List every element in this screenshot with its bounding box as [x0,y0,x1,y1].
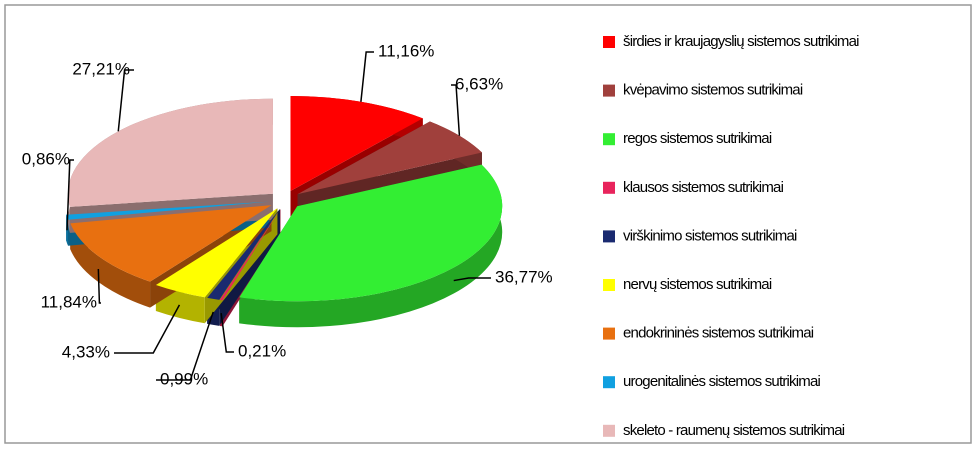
legend-swatch [603,181,615,194]
pie-slice [70,205,272,282]
legend-swatch [603,133,615,146]
pie-slice [207,209,280,300]
leader-line [360,51,374,102]
leader-line [451,84,461,136]
legend-swatch [603,279,615,291]
pie-slice [290,95,423,191]
leader-line [220,313,234,353]
legend-swatch [603,36,615,48]
data-label: 6,63% [455,74,503,93]
data-label: 11,84% [41,292,97,311]
leader-line [453,277,491,282]
leader-line [97,268,101,304]
slice-side [70,223,151,308]
legend-label: urogenitalinės sistemos sutrikimai [623,373,821,390]
legend-label: endokrininės sistemos sutrikimai [623,325,814,342]
data-label: 11,16% [378,41,434,60]
pie-slice [66,201,270,220]
pie-slice [67,98,273,207]
leader-line [114,304,181,354]
leader-line [66,159,74,231]
legend-swatch [603,376,615,389]
pie-slice [155,208,278,298]
legend-swatch [603,230,615,243]
data-label: 0,99% [160,369,208,388]
legend-swatch [603,327,615,340]
data-label: 0,21% [238,341,286,360]
legend-label: virškinimo sistemos sutrikimai [623,227,797,244]
data-label: 36,77% [495,267,553,286]
legend-swatch [603,84,615,97]
pie-slice [219,209,281,301]
legend-label: regos sistemos sutrikimai [623,130,772,147]
pie-slice [239,164,503,302]
data-label: 4,33% [62,342,110,361]
pie-slice [297,121,482,195]
legend-label: klausos sistemos sutrikimai [623,179,784,196]
legend-label: skeleto - raumenų sistemos sutrikimai [623,422,845,439]
legend-swatch [603,424,615,437]
legend-label: nervų sistemos sutrikimai [623,276,772,293]
legend-label: širdies ir kraujagyslių sistemos sutriki… [623,33,859,50]
data-label: 0,86% [22,149,70,168]
data-label: 27,21% [72,59,130,78]
slice-side [239,164,503,328]
leader-line [156,311,214,381]
legend-label: kvėpavimo sistemos sutrikimai [623,82,803,99]
leader-line [117,69,134,132]
